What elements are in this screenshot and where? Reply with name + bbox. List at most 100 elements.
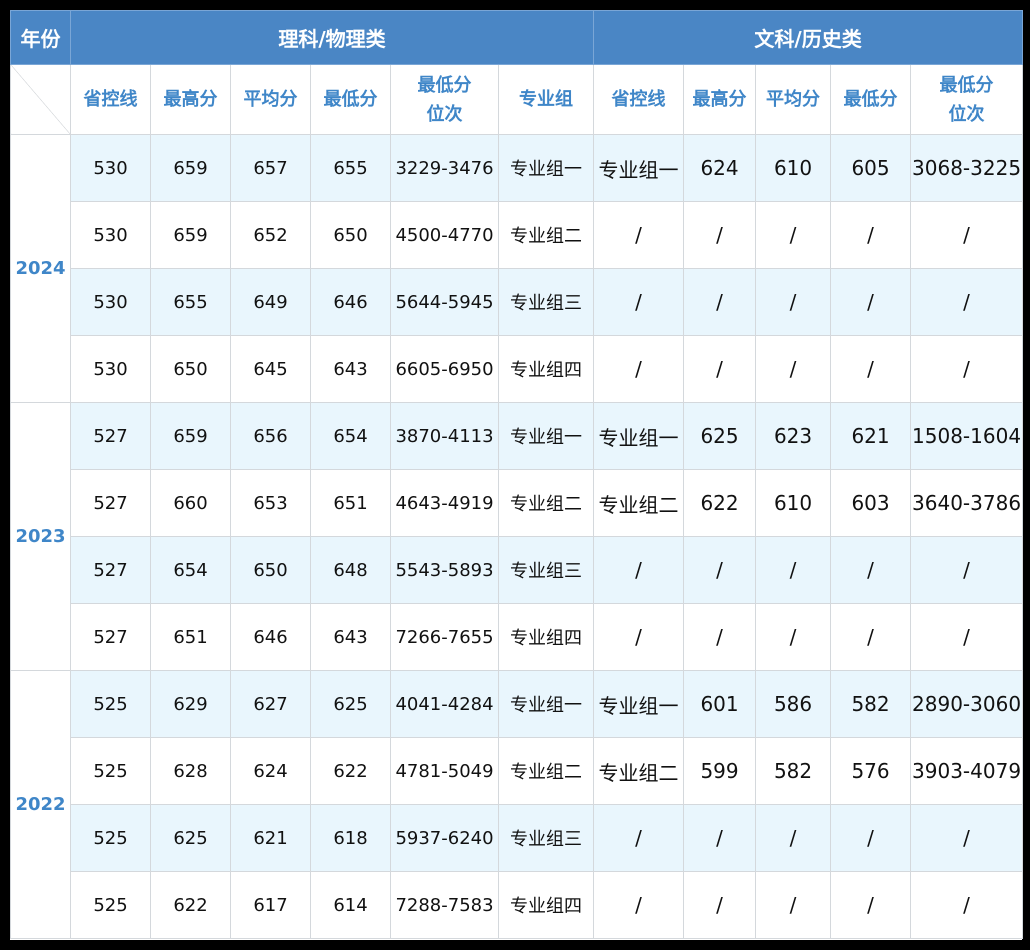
science-provincial-line-cell: 527 [70, 469, 151, 537]
science-min-score-cell: 618 [310, 804, 391, 872]
liberal-provincial-line-cell: / [593, 871, 685, 939]
diagonal-corner-cell [10, 64, 71, 135]
liberal-min-rank-cell: / [910, 603, 1024, 671]
science-min-score-cell: 651 [310, 469, 391, 537]
table-row: 525 628 624 622 4781-5049 专业组二 专业组二 599 582 576 39… [11, 737, 1024, 805]
liberal-provincial-line-cell: 专业组二 [593, 737, 685, 805]
science-provincial-line-cell: 525 [70, 737, 151, 805]
liberal-avg-score-cell: 586 [755, 670, 832, 738]
liberal-min-rank-cell: / [910, 201, 1024, 269]
science-major-group-cell: 专业组二 [497, 201, 595, 269]
liberal-max-score-cell: 622 [683, 469, 757, 537]
liberal-min-score-cell: / [830, 201, 912, 269]
science-avg-score-cell: 621 [230, 804, 311, 872]
table-row: 2023 527 659 656 654 3870-4113 专业组一 专业组一 625 623 6… [10, 402, 1024, 671]
science-provincial-line-cell: 530 [70, 335, 151, 403]
liberal-provincial-line-cell: / [593, 201, 685, 269]
liberal-max-score-cell: / [683, 335, 757, 403]
table-row: 527 654 650 648 5543-5893 专业组三 / / / / / [11, 536, 1024, 604]
liberal-avg-score-cell: / [755, 335, 832, 403]
liberal-provincial-line-cell: / [593, 536, 685, 604]
liberal-min-score-cell: / [830, 335, 912, 403]
liberal-col-min-score: 最低分 [830, 64, 912, 135]
science-col-major-group: 专业组 [497, 64, 595, 135]
liberal-col-max-score: 最高分 [683, 64, 757, 135]
liberal-avg-score-cell: 582 [755, 737, 832, 805]
science-min-score-cell: 625 [310, 670, 391, 738]
science-provincial-line-cell: 527 [70, 536, 151, 604]
liberal-provincial-line-cell: 专业组一 [593, 670, 685, 738]
science-max-score-cell: 654 [150, 536, 231, 604]
science-provincial-line-cell: 527 [70, 402, 151, 470]
table-row: 527 660 653 651 4643-4919 专业组二 专业组二 622 610 603 36… [11, 469, 1024, 537]
science-min-score-cell: 655 [310, 134, 391, 202]
science-avg-score-cell: 650 [230, 536, 311, 604]
liberal-min-score-cell: 621 [830, 402, 912, 470]
liberal-max-score-cell: / [683, 804, 757, 872]
liberal-max-score-cell: / [683, 603, 757, 671]
science-min-rank-cell: 7288-7583 [390, 871, 499, 939]
liberal-col-min-rank: 最低分 位次 [910, 64, 1024, 135]
science-avg-score-cell: 653 [230, 469, 311, 537]
liberal-provincial-line-cell: / [593, 268, 685, 336]
science-min-rank-cell: 3229-3476 [390, 134, 499, 202]
science-min-rank-cell: 6605-6950 [390, 335, 499, 403]
science-min-rank-cell: 4041-4284 [390, 670, 499, 738]
science-col-min-score: 最低分 [310, 64, 391, 135]
science-min-rank-cell: 4500-4770 [390, 201, 499, 269]
header-row-groups: 年份 理科/物理类 文科/历史类 [10, 10, 1024, 65]
liberal-provincial-line-cell: 专业组一 [593, 402, 685, 470]
science-max-score-cell: 655 [150, 268, 231, 336]
science-col-avg-score: 平均分 [230, 64, 311, 135]
science-major-group-cell: 专业组三 [497, 268, 595, 336]
science-min-score-cell: 643 [310, 603, 391, 671]
science-major-group-cell: 专业组二 [497, 737, 595, 805]
liberal-min-score-cell: 582 [830, 670, 912, 738]
science-min-rank-cell: 5644-5945 [390, 268, 499, 336]
science-max-score-cell: 629 [150, 670, 231, 738]
science-major-group-cell: 专业组一 [497, 402, 595, 470]
liberal-avg-score-cell: / [755, 804, 832, 872]
liberal-max-score-cell: / [683, 871, 757, 939]
science-avg-score-cell: 617 [230, 871, 311, 939]
science-min-score-cell: 648 [310, 536, 391, 604]
science-avg-score-cell: 656 [230, 402, 311, 470]
liberal-avg-score-cell: 610 [755, 134, 832, 202]
science-max-score-cell: 650 [150, 335, 231, 403]
liberal-group-header: 文科/历史类 [593, 10, 1024, 65]
liberal-min-rank-cell: / [910, 871, 1024, 939]
science-provincial-line-cell: 530 [70, 134, 151, 202]
science-min-score-cell: 654 [310, 402, 391, 470]
science-major-group-cell: 专业组三 [497, 536, 595, 604]
science-avg-score-cell: 624 [230, 737, 311, 805]
science-min-rank-cell: 5543-5893 [390, 536, 499, 604]
liberal-max-score-cell: 601 [683, 670, 757, 738]
table-row: 2022 525 629 627 625 4041-4284 专业组一 专业组一 601 586 5… [10, 670, 1024, 939]
table-row: 525 625 621 618 5937-6240 专业组三 / / / / / [11, 804, 1024, 872]
science-avg-score-cell: 645 [230, 335, 311, 403]
liberal-col-provincial-line: 省控线 [593, 64, 685, 135]
liberal-avg-score-cell: 623 [755, 402, 832, 470]
science-col-provincial-line: 省控线 [70, 64, 151, 135]
liberal-min-rank-cell: / [910, 536, 1024, 604]
liberal-avg-score-cell: / [755, 201, 832, 269]
liberal-min-rank-cell: 1508-1604 [910, 402, 1024, 470]
science-avg-score-cell: 627 [230, 670, 311, 738]
liberal-avg-score-cell: 610 [755, 469, 832, 537]
science-major-group-cell: 专业组四 [497, 335, 595, 403]
science-max-score-cell: 625 [150, 804, 231, 872]
science-major-group-cell: 专业组一 [497, 670, 595, 738]
liberal-min-rank-cell: 3903-4079 [910, 737, 1024, 805]
science-max-score-cell: 659 [150, 134, 231, 202]
year-header: 年份 [10, 10, 71, 65]
science-major-group-cell: 专业组四 [497, 603, 595, 671]
science-provincial-line-cell: 525 [70, 670, 151, 738]
liberal-min-rank-cell: / [910, 804, 1024, 872]
liberal-provincial-line-cell: / [593, 603, 685, 671]
table-row: 530 655 649 646 5644-5945 专业组三 / / / / / [11, 268, 1024, 336]
liberal-provincial-line-cell: / [593, 335, 685, 403]
science-provincial-line-cell: 530 [70, 201, 151, 269]
liberal-min-rank-cell: 3640-3786 [910, 469, 1024, 537]
liberal-max-score-cell: 599 [683, 737, 757, 805]
liberal-avg-score-cell: / [755, 268, 832, 336]
